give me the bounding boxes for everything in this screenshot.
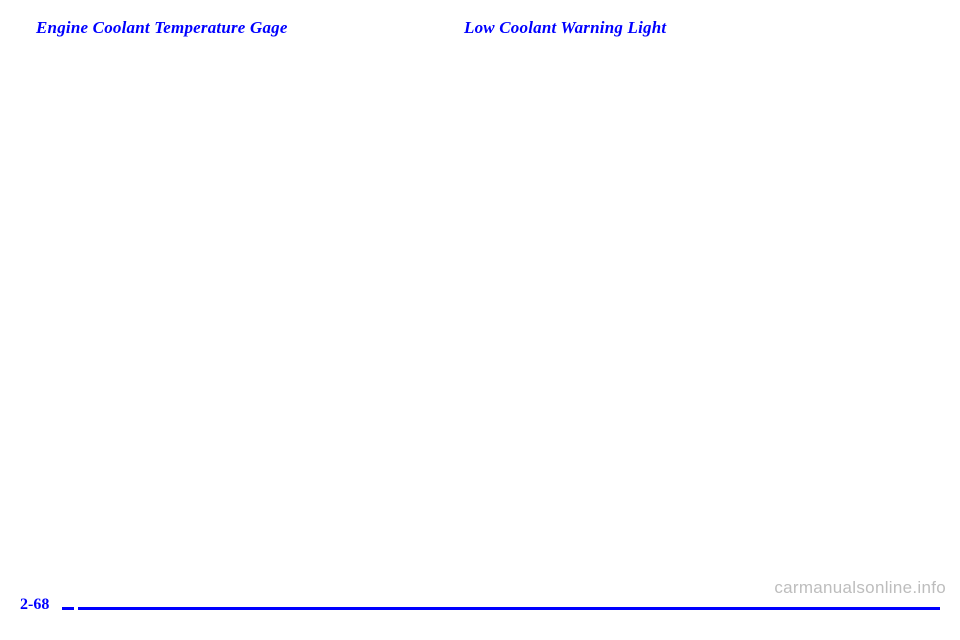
page-number: 2-68 bbox=[20, 596, 49, 614]
section-heading-right: Low Coolant Warning Light bbox=[464, 18, 666, 38]
watermark-text: carmanualsonline.info bbox=[774, 578, 946, 598]
footer-rule-short bbox=[62, 607, 74, 610]
page-footer: 2-68 bbox=[0, 596, 960, 620]
footer-rule-long bbox=[78, 607, 940, 610]
manual-page: Engine Coolant Temperature Gage Low Cool… bbox=[0, 0, 960, 640]
section-heading-left: Engine Coolant Temperature Gage bbox=[36, 18, 288, 38]
